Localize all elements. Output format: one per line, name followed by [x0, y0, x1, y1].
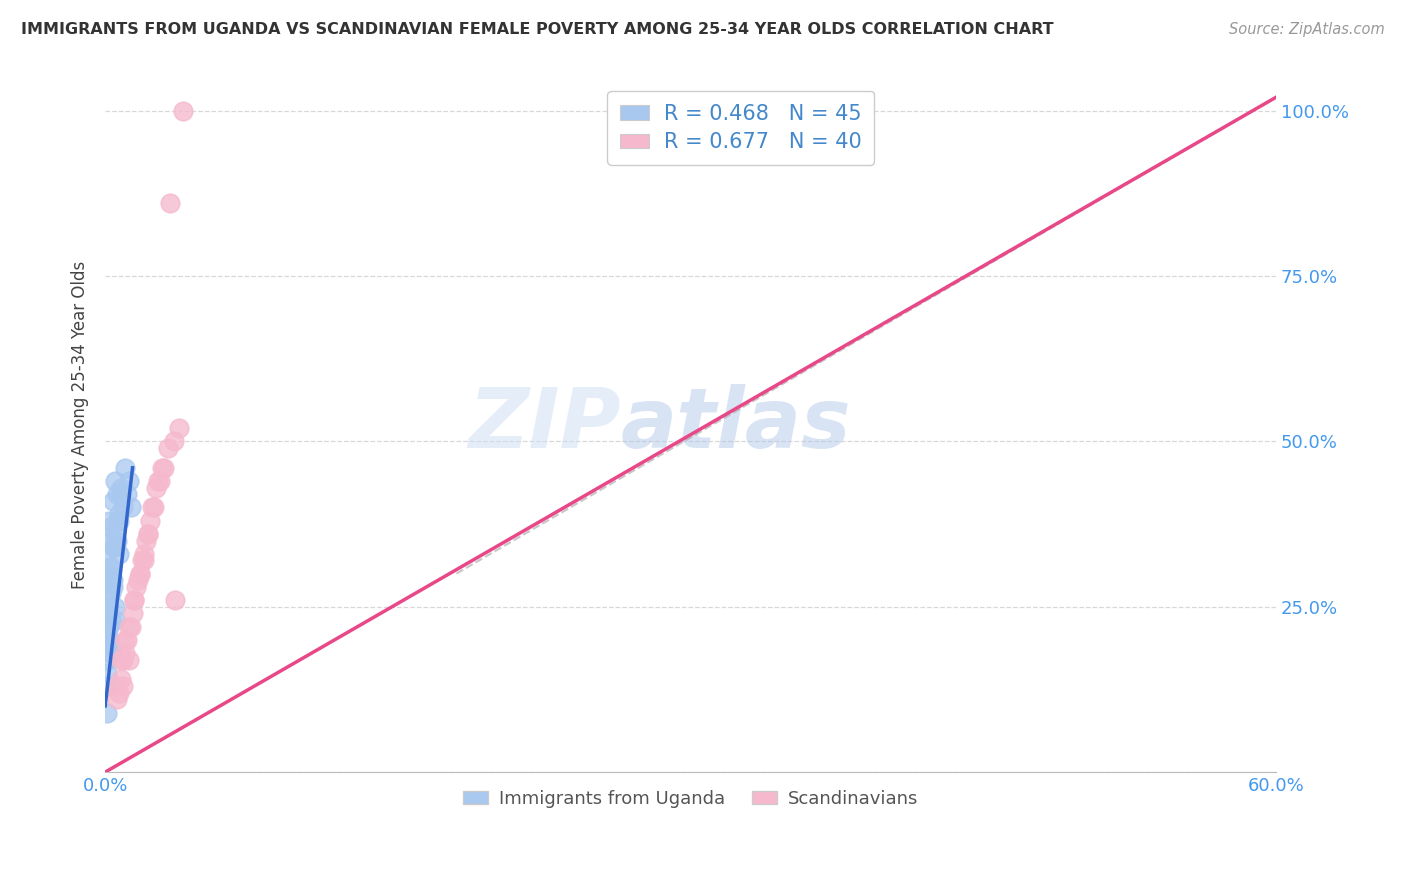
Point: [141, 500, 163, 515]
Point: [136, 527, 159, 541]
Point: [101, 573, 124, 587]
Point: [121, 607, 143, 621]
Point: [152, 460, 174, 475]
Point: [96, 706, 118, 720]
Point: [114, 646, 136, 660]
Point: [108, 547, 131, 561]
Point: [104, 599, 127, 614]
Point: [100, 520, 122, 534]
Point: [100, 613, 122, 627]
Point: [105, 533, 128, 548]
Point: [146, 474, 169, 488]
Point: [129, 566, 152, 581]
Point: [134, 553, 156, 567]
Point: [172, 103, 194, 118]
Point: [98, 560, 121, 574]
Point: [101, 580, 124, 594]
Point: [96, 665, 118, 680]
Point: [98, 514, 121, 528]
Point: [100, 560, 122, 574]
Point: [143, 500, 166, 515]
Point: [150, 460, 173, 475]
Point: [96, 640, 118, 654]
Point: [105, 514, 128, 528]
Point: [101, 493, 124, 508]
Point: [96, 607, 118, 621]
Point: [156, 441, 179, 455]
Point: [110, 481, 132, 495]
Point: [117, 619, 139, 633]
Point: [115, 632, 138, 647]
Point: [162, 434, 184, 449]
Text: Source: ZipAtlas.com: Source: ZipAtlas.com: [1229, 22, 1385, 37]
Y-axis label: Female Poverty Among 25-34 Year Olds: Female Poverty Among 25-34 Year Olds: [72, 260, 89, 589]
Point: [104, 540, 127, 554]
Point: [104, 527, 127, 541]
Point: [108, 514, 131, 528]
Point: [135, 533, 157, 548]
Legend: Immigrants from Uganda, Scandinavians: Immigrants from Uganda, Scandinavians: [456, 782, 925, 815]
Point: [159, 196, 181, 211]
Point: [129, 566, 152, 581]
Point: [101, 540, 124, 554]
Point: [120, 619, 142, 633]
Point: [110, 487, 132, 501]
Point: [139, 514, 162, 528]
Point: [96, 573, 118, 587]
Point: [111, 679, 134, 693]
Point: [136, 527, 159, 541]
Point: [96, 626, 118, 640]
Point: [104, 613, 127, 627]
Point: [96, 586, 118, 600]
Point: [108, 686, 131, 700]
Text: atlas: atlas: [620, 384, 851, 466]
Point: [120, 500, 142, 515]
Point: [165, 593, 187, 607]
Point: [127, 573, 149, 587]
Point: [111, 500, 134, 515]
Point: [131, 553, 153, 567]
Point: [96, 547, 118, 561]
Point: [105, 692, 128, 706]
Point: [110, 652, 132, 666]
Point: [105, 679, 128, 693]
Point: [169, 421, 191, 435]
Point: [100, 646, 122, 660]
Point: [98, 566, 121, 581]
Point: [117, 474, 139, 488]
Point: [98, 619, 121, 633]
Point: [124, 593, 146, 607]
Point: [111, 652, 134, 666]
Point: [134, 547, 156, 561]
Point: [124, 593, 146, 607]
Point: [145, 481, 167, 495]
Point: [100, 586, 122, 600]
Point: [100, 533, 122, 548]
Point: [125, 580, 148, 594]
Point: [96, 679, 118, 693]
Text: ZIP: ZIP: [468, 384, 620, 466]
Point: [108, 507, 131, 521]
Point: [114, 460, 136, 475]
Point: [96, 652, 118, 666]
Text: IMMIGRANTS FROM UGANDA VS SCANDINAVIAN FEMALE POVERTY AMONG 25-34 YEAR OLDS CORR: IMMIGRANTS FROM UGANDA VS SCANDINAVIAN F…: [21, 22, 1053, 37]
Point: [100, 640, 122, 654]
Point: [115, 487, 138, 501]
Point: [104, 474, 127, 488]
Point: [98, 599, 121, 614]
Point: [117, 652, 139, 666]
Point: [98, 632, 121, 647]
Point: [114, 632, 136, 647]
Point: [105, 487, 128, 501]
Point: [149, 474, 172, 488]
Point: [110, 673, 132, 687]
